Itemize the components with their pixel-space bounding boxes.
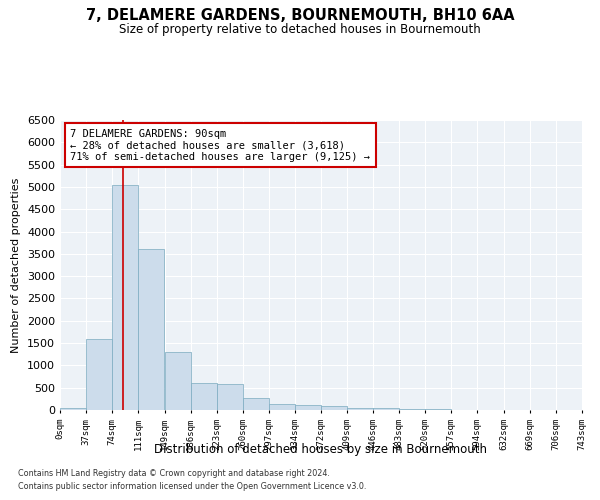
Bar: [164, 352, 191, 410]
Bar: [373, 408, 400, 410]
Text: 7, DELAMERE GARDENS, BOURNEMOUTH, BH10 6AA: 7, DELAMERE GARDENS, BOURNEMOUTH, BH10 6…: [86, 8, 514, 22]
Bar: [138, 250, 164, 410]
Text: Contains public sector information licensed under the Open Government Licence v3: Contains public sector information licen…: [18, 482, 367, 491]
Bar: [322, 406, 347, 410]
Bar: [400, 409, 425, 410]
Y-axis label: Number of detached properties: Number of detached properties: [11, 178, 22, 352]
Text: 7 DELAMERE GARDENS: 90sqm
← 28% of detached houses are smaller (3,618)
71% of se: 7 DELAMERE GARDENS: 90sqm ← 28% of detac…: [70, 128, 370, 162]
Bar: [295, 405, 320, 410]
Bar: [191, 383, 217, 410]
Bar: [217, 384, 242, 410]
Text: Contains HM Land Registry data © Crown copyright and database right 2024.: Contains HM Land Registry data © Crown c…: [18, 468, 330, 477]
Bar: [86, 338, 112, 410]
Bar: [242, 398, 269, 410]
Bar: [60, 408, 86, 410]
Text: Size of property relative to detached houses in Bournemouth: Size of property relative to detached ho…: [119, 22, 481, 36]
Bar: [269, 404, 295, 410]
Bar: [112, 184, 138, 410]
Text: Distribution of detached houses by size in Bournemouth: Distribution of detached houses by size …: [155, 442, 487, 456]
Bar: [347, 408, 373, 410]
